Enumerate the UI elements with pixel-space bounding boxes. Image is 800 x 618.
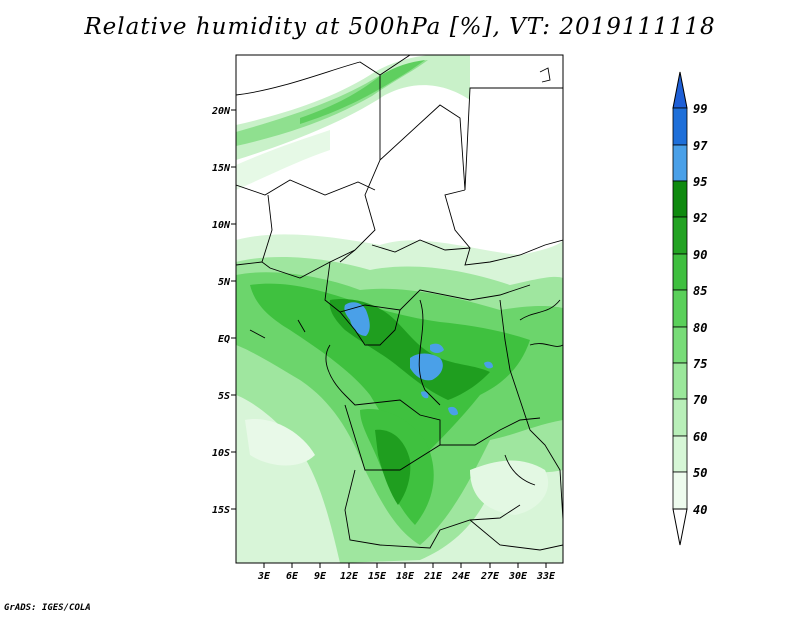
dry-patch-east — [470, 460, 549, 515]
colorbar-segment — [672, 289, 688, 328]
humidity-band-north — [236, 55, 470, 160]
colorbar-label: 50 — [693, 466, 707, 480]
lon-label: 6E — [286, 571, 299, 582]
colorbar-label: 40 — [693, 503, 707, 517]
lat-labels: 20N 15N 10N 5N EQ 5S 10S 15S — [211, 106, 231, 516]
lat-label: 10S — [212, 448, 230, 459]
lon-label: 30E — [508, 571, 528, 582]
colorbar-label: 80 — [693, 321, 707, 335]
humidity-field — [236, 55, 563, 563]
colorbar-segment — [672, 253, 688, 291]
lat-label: 20N — [211, 106, 231, 117]
saturated-spot-2 — [410, 353, 443, 381]
colorbar-segment — [672, 471, 688, 510]
colorbar-segment — [672, 326, 688, 364]
colorbar-segment — [672, 180, 688, 218]
colorbar-label: 75 — [693, 357, 707, 371]
lon-labels: 3E 6E 9E 12E 15E 18E 21E 24E 27E 30E 33E — [257, 571, 556, 582]
humidity-core — [250, 283, 530, 460]
lon-label: 9E — [314, 571, 327, 582]
lat-label: 15S — [212, 505, 230, 516]
colorbar-top-arrow — [672, 71, 688, 109]
colorbar-segment — [672, 107, 688, 146]
lon-ticks — [263, 563, 547, 568]
saturated-spot-1 — [344, 302, 370, 336]
lat-label: 5S — [218, 391, 230, 402]
lon-label: 3E — [257, 571, 271, 582]
colorbar-label: 85 — [693, 284, 707, 298]
saturated-spot-5 — [484, 361, 493, 369]
saturated-spot-4 — [448, 406, 458, 416]
lat-ticks — [231, 109, 236, 510]
colorbar-label: 70 — [693, 393, 707, 407]
saturated-spot-3 — [430, 343, 444, 353]
colorbar-labels: 99 97 95 92 90 85 80 75 70 60 50 40 — [693, 102, 708, 517]
colorbar-segment — [672, 144, 688, 182]
lon-label: 12E — [340, 571, 359, 582]
lat-label: 15N — [212, 163, 231, 174]
map-frame — [235, 54, 564, 564]
saturated-spot-6 — [421, 391, 429, 399]
lat-label: 10N — [212, 220, 231, 231]
lon-label: 15E — [368, 571, 387, 582]
humidity-band-north-strong — [300, 60, 425, 124]
colorbar-segment — [672, 362, 688, 400]
colorbar — [672, 71, 688, 546]
colorbar-label: 95 — [693, 175, 707, 189]
humidity-band-north-light — [236, 130, 330, 190]
country-borders — [236, 55, 563, 551]
lon-label: 27E — [480, 571, 500, 582]
colorbar-segment — [672, 216, 688, 255]
dry-patch-west — [245, 419, 315, 466]
chart-title: Relative humidity at 500hPa [%], VT: 201… — [84, 14, 716, 40]
lon-label: 24E — [451, 571, 471, 582]
grads-credit: GrADS: IGES/COLA — [4, 603, 91, 613]
lon-label: 21E — [423, 571, 443, 582]
lon-label: 18E — [396, 571, 415, 582]
colorbar-label: 90 — [693, 248, 707, 262]
lat-label: 5N — [218, 277, 231, 288]
humidity-core-strong — [329, 299, 490, 400]
colorbar-segment — [672, 398, 688, 437]
humidity-core-south-strong — [375, 429, 411, 505]
colorbar-label: 92 — [693, 211, 707, 225]
colorbar-label: 99 — [693, 102, 707, 116]
colorbar-bottom-arrow — [672, 508, 688, 546]
colorbar-label: 60 — [693, 430, 707, 444]
lat-label: EQ — [218, 334, 230, 345]
colorbar-label: 97 — [693, 139, 708, 153]
colorbar-segment — [672, 435, 688, 473]
lon-label: 33E — [536, 571, 556, 582]
